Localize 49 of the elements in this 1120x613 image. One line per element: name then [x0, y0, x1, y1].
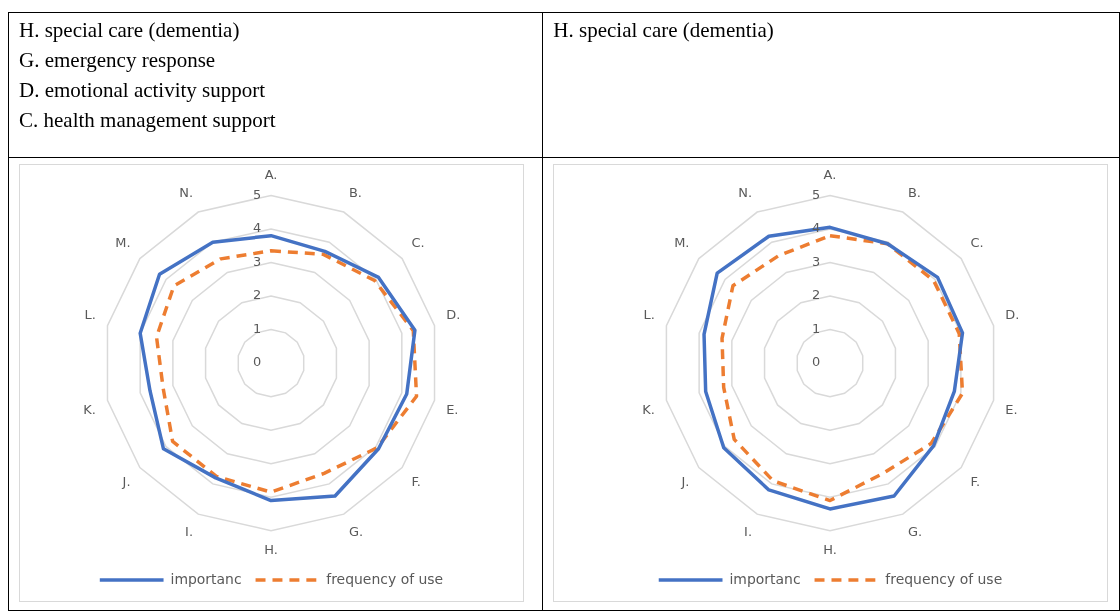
spoke-label: E. — [446, 402, 459, 418]
y-tick-label: 3 — [812, 253, 821, 269]
text: H. special care (dementia) — [19, 17, 241, 44]
legend-label: frequency of use — [326, 570, 444, 587]
spoke-label: F. — [970, 474, 981, 490]
spoke-label: M. — [674, 234, 690, 250]
spoke-label: K. — [642, 402, 656, 418]
y-tick-label: 5 — [252, 186, 262, 202]
text: H. special care (dementia) — [553, 17, 775, 44]
spoke-label: A. — [264, 167, 278, 183]
spoke-label: G. — [908, 524, 923, 540]
y-tick-label: 4 — [252, 220, 262, 236]
text: C. health management support — [19, 107, 277, 134]
spoke-label: G. — [348, 524, 364, 540]
y-tick-label: 5 — [812, 186, 821, 202]
spoke-label: B. — [908, 184, 922, 200]
text: D. emotional activity support — [19, 77, 267, 104]
spoke-label: A. — [823, 167, 837, 183]
y-tick-label: 4 — [812, 220, 821, 236]
spoke-label: C. — [411, 234, 425, 250]
y-tick-label: 0 — [252, 354, 262, 370]
spoke-label: F. — [411, 474, 421, 490]
spoke-label: J. — [680, 474, 690, 490]
y-tick-label: 2 — [252, 287, 262, 303]
spoke-label: I. — [185, 524, 194, 540]
spoke-label: D. — [1005, 306, 1020, 322]
legend-label: importanc — [729, 570, 801, 587]
spoke-label: L. — [643, 306, 656, 322]
text: G. emergency response — [19, 47, 217, 74]
spoke-label: K. — [83, 402, 96, 418]
spoke-label: B. — [348, 184, 362, 200]
spoke-label: H. — [823, 541, 838, 557]
y-tick-label: 1 — [252, 320, 262, 336]
y-tick-label: 2 — [812, 287, 821, 303]
y-tick-label: 3 — [252, 253, 262, 269]
legend-label: importanc — [170, 570, 242, 587]
y-tick-label: 1 — [812, 320, 821, 336]
spoke-label: H. — [264, 541, 278, 557]
spoke-label: D. — [446, 306, 461, 322]
spoke-label: M. — [115, 234, 131, 250]
spoke-label: N. — [179, 184, 194, 200]
spoke-label: E. — [1005, 402, 1018, 418]
spoke-label: J. — [121, 474, 131, 490]
y-tick-label: 0 — [812, 354, 821, 370]
spoke-label: L. — [84, 306, 96, 322]
spoke-label: I. — [744, 524, 753, 540]
legend-label: frequency of use — [885, 570, 1003, 587]
spoke-label: N. — [738, 184, 753, 200]
spoke-label: C. — [970, 234, 985, 250]
